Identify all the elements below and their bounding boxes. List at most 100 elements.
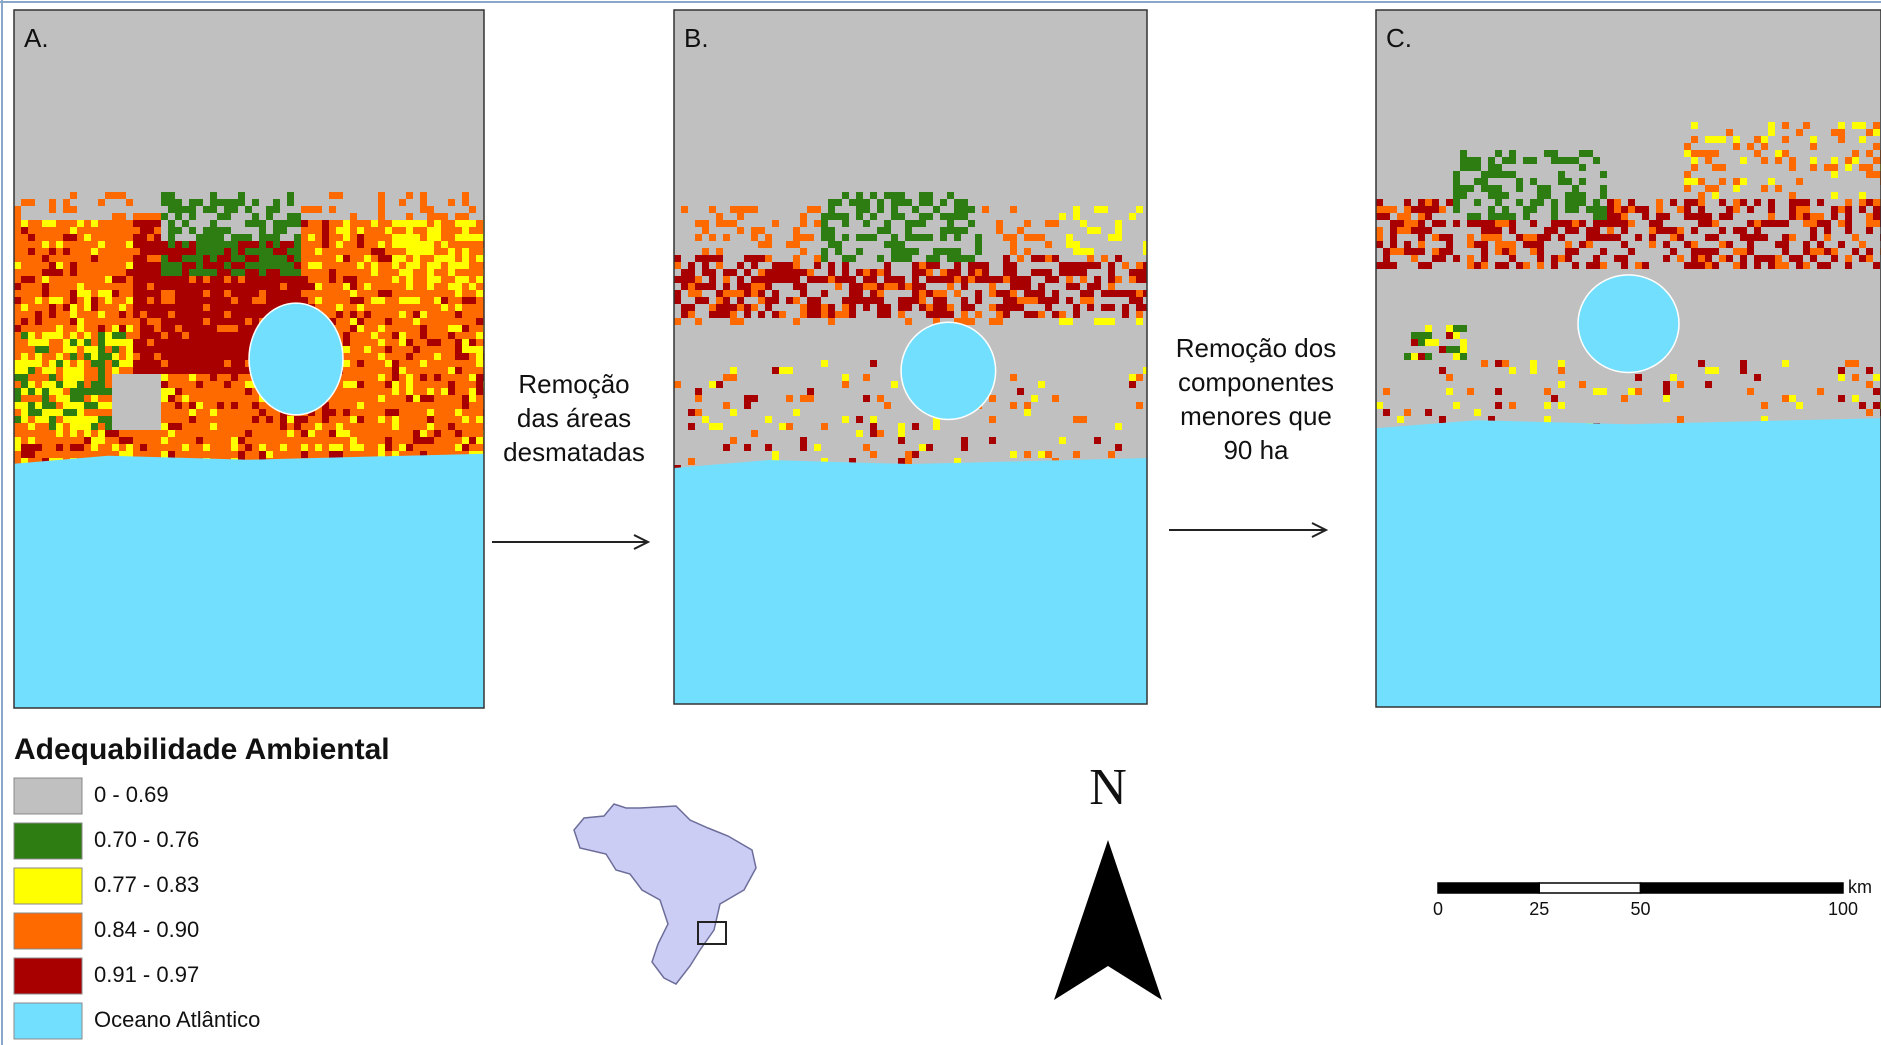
- suitability-pixel: [175, 437, 182, 444]
- suitability-pixel: [189, 325, 196, 332]
- suitability-pixel: [91, 430, 98, 437]
- suitability-pixel: [926, 255, 933, 262]
- suitability-pixel: [469, 437, 476, 444]
- suitability-pixel: [688, 276, 695, 283]
- suitability-pixel: [287, 192, 294, 199]
- suitability-pixel: [427, 234, 434, 241]
- suitability-pixel: [245, 311, 252, 318]
- suitability-pixel: [793, 318, 800, 325]
- suitability-pixel: [175, 346, 182, 353]
- suitability-pixel: [308, 227, 315, 234]
- suitability-pixel: [455, 444, 462, 451]
- suitability-pixel: [175, 360, 182, 367]
- suitability-pixel: [1768, 129, 1775, 136]
- suitability-pixel: [1003, 297, 1010, 304]
- suitability-pixel: [399, 304, 406, 311]
- suitability-pixel: [98, 388, 105, 395]
- suitability-pixel: [1474, 157, 1481, 164]
- suitability-pixel: [399, 269, 406, 276]
- suitability-pixel: [28, 367, 35, 374]
- suitability-pixel: [702, 297, 709, 304]
- suitability-pixel: [1502, 248, 1509, 255]
- suitability-pixel: [1059, 311, 1066, 318]
- suitability-pixel: [455, 388, 462, 395]
- suitability-pixel: [175, 416, 182, 423]
- suitability-pixel: [884, 220, 891, 227]
- suitability-pixel: [821, 311, 828, 318]
- suitability-pixel: [154, 255, 161, 262]
- suitability-pixel: [1481, 241, 1488, 248]
- suitability-pixel: [462, 276, 469, 283]
- suitability-pixel: [863, 297, 870, 304]
- suitability-pixel: [196, 318, 203, 325]
- suitability-pixel: [371, 430, 378, 437]
- suitability-pixel: [238, 283, 245, 290]
- suitability-pixel: [91, 332, 98, 339]
- suitability-pixel: [891, 206, 898, 213]
- suitability-pixel: [42, 248, 49, 255]
- suitability-pixel: [842, 269, 849, 276]
- suitability-pixel: [1115, 220, 1122, 227]
- suitability-pixel: [800, 213, 807, 220]
- suitability-pixel: [441, 297, 448, 304]
- suitability-pixel: [21, 339, 28, 346]
- suitability-pixel: [842, 304, 849, 311]
- suitability-pixel: [406, 360, 413, 367]
- suitability-pixel: [336, 437, 343, 444]
- suitability-pixel: [1796, 262, 1803, 269]
- suitability-pixel: [716, 248, 723, 255]
- suitability-pixel: [1432, 206, 1439, 213]
- suitability-pixel: [77, 248, 84, 255]
- suitability-pixel: [301, 283, 308, 290]
- suitability-pixel: [968, 269, 975, 276]
- suitability-pixel: [210, 234, 217, 241]
- suitability-pixel: [420, 409, 427, 416]
- suitability-pixel: [119, 269, 126, 276]
- suitability-pixel: [737, 318, 744, 325]
- suitability-pixel: [441, 409, 448, 416]
- suitability-pixel: [413, 304, 420, 311]
- suitability-pixel: [56, 402, 63, 409]
- suitability-pixel: [1677, 416, 1684, 423]
- suitability-pixel: [716, 297, 723, 304]
- suitability-pixel: [1733, 248, 1740, 255]
- suitability-pixel: [1719, 227, 1726, 234]
- suitability-pixel: [287, 248, 294, 255]
- suitability-pixel: [1593, 199, 1600, 206]
- suitability-pixel: [462, 220, 469, 227]
- suitability-pixel: [681, 269, 688, 276]
- suitability-pixel: [252, 395, 259, 402]
- suitability-pixel: [147, 367, 154, 374]
- suitability-pixel: [842, 192, 849, 199]
- suitability-pixel: [1453, 402, 1460, 409]
- suitability-pixel: [70, 381, 77, 388]
- suitability-pixel: [42, 395, 49, 402]
- suitability-pixel: [413, 339, 420, 346]
- suitability-pixel: [399, 311, 406, 318]
- suitability-pixel: [441, 234, 448, 241]
- suitability-pixel: [315, 290, 322, 297]
- suitability-pixel: [140, 213, 147, 220]
- suitability-pixel: [476, 297, 483, 304]
- suitability-pixel: [420, 325, 427, 332]
- suitability-pixel: [154, 367, 161, 374]
- suitability-pixel: [1579, 199, 1586, 206]
- suitability-pixel: [1010, 451, 1017, 458]
- suitability-pixel: [476, 304, 483, 311]
- suitability-pixel: [1831, 129, 1838, 136]
- suitability-pixel: [259, 262, 266, 269]
- suitability-pixel: [336, 395, 343, 402]
- suitability-pixel: [287, 262, 294, 269]
- suitability-pixel: [975, 276, 982, 283]
- suitability-pixel: [336, 255, 343, 262]
- suitability-pixel: [385, 269, 392, 276]
- suitability-pixel: [434, 332, 441, 339]
- suitability-pixel: [364, 402, 371, 409]
- suitability-pixel: [476, 248, 483, 255]
- suitability-pixel: [217, 290, 224, 297]
- suitability-pixel: [301, 416, 308, 423]
- suitability-pixel: [126, 353, 133, 360]
- suitability-pixel: [688, 311, 695, 318]
- suitability-pixel: [1859, 402, 1866, 409]
- suitability-pixel: [434, 325, 441, 332]
